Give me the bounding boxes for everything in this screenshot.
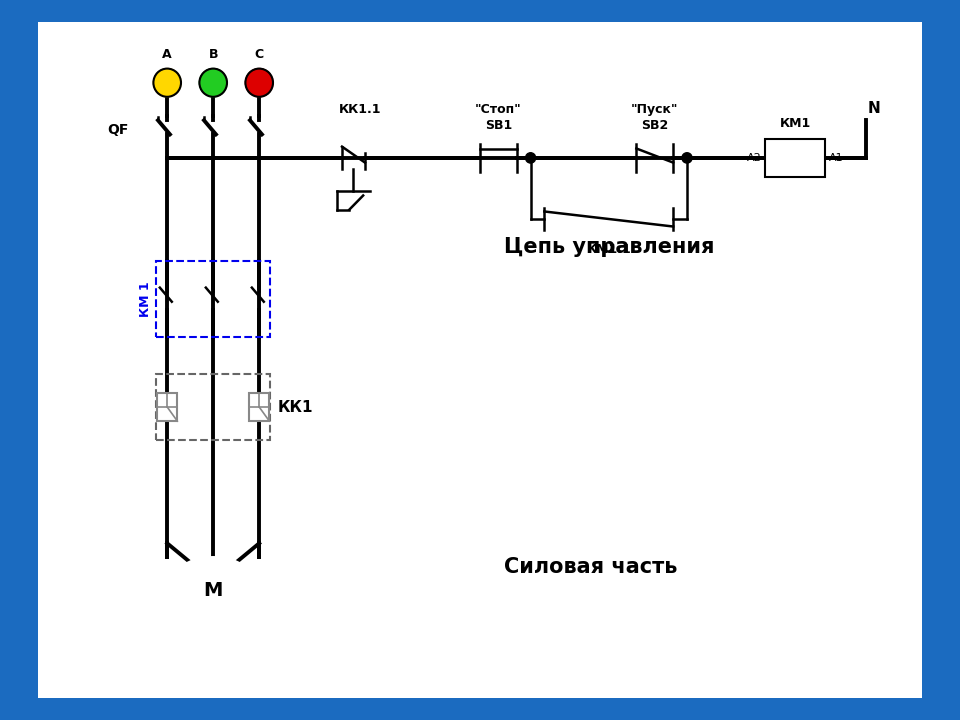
Text: КМ1.1: КМ1.1 xyxy=(587,243,631,256)
Text: Цепь управления: Цепь управления xyxy=(504,237,714,257)
Text: КМ 1: КМ 1 xyxy=(138,281,152,317)
Circle shape xyxy=(246,68,273,96)
Text: КК1: КК1 xyxy=(277,400,313,415)
Circle shape xyxy=(200,68,227,96)
Text: A: A xyxy=(162,48,172,61)
Text: N: N xyxy=(868,101,880,116)
Text: QF: QF xyxy=(108,122,129,137)
Circle shape xyxy=(682,153,692,163)
Text: Силовая часть: Силовая часть xyxy=(504,557,677,577)
Text: "Стоп": "Стоп" xyxy=(475,102,522,116)
Text: КК1.1: КК1.1 xyxy=(339,102,382,116)
Bar xyxy=(765,139,825,176)
Text: "Пуск": "Пуск" xyxy=(631,102,679,116)
Text: SB2: SB2 xyxy=(641,119,668,132)
Circle shape xyxy=(525,153,536,163)
Text: КМ1: КМ1 xyxy=(780,117,811,130)
Bar xyxy=(156,261,271,336)
Text: C: C xyxy=(254,48,264,61)
Bar xyxy=(157,393,178,421)
Text: SB1: SB1 xyxy=(485,119,512,132)
Ellipse shape xyxy=(167,557,259,624)
Text: A2: A2 xyxy=(747,153,761,163)
Circle shape xyxy=(154,68,181,96)
Bar xyxy=(249,393,270,421)
Text: B: B xyxy=(208,48,218,61)
Text: М: М xyxy=(204,581,223,600)
Text: A1: A1 xyxy=(828,153,843,163)
Bar xyxy=(156,374,271,440)
